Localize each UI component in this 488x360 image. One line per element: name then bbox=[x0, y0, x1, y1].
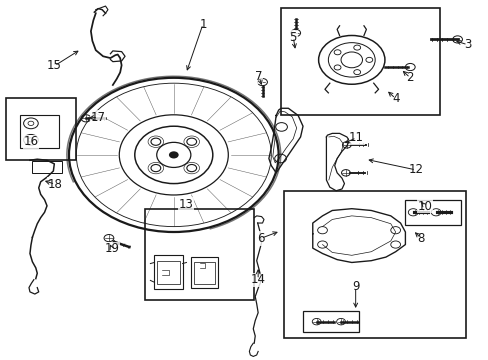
Circle shape bbox=[151, 138, 161, 145]
Circle shape bbox=[186, 138, 196, 145]
Circle shape bbox=[186, 165, 196, 172]
Text: 13: 13 bbox=[178, 198, 193, 211]
Circle shape bbox=[168, 151, 178, 158]
Text: 17: 17 bbox=[91, 111, 105, 124]
Text: 5: 5 bbox=[289, 31, 296, 44]
Bar bbox=[5, 98, 76, 160]
Text: 18: 18 bbox=[48, 178, 62, 191]
Text: 11: 11 bbox=[348, 131, 364, 144]
Bar bbox=[281, 8, 439, 116]
Text: 6: 6 bbox=[256, 232, 264, 245]
Text: 3: 3 bbox=[463, 38, 470, 51]
Bar bbox=[405, 200, 461, 225]
Text: 2: 2 bbox=[406, 71, 413, 84]
Bar bbox=[154, 255, 182, 289]
Text: 14: 14 bbox=[250, 273, 265, 286]
Circle shape bbox=[151, 165, 161, 172]
Text: 7: 7 bbox=[255, 70, 263, 83]
Text: 1: 1 bbox=[199, 18, 206, 31]
Text: 19: 19 bbox=[104, 242, 119, 255]
Text: 16: 16 bbox=[23, 135, 39, 148]
Bar bbox=[283, 191, 466, 338]
Bar bbox=[157, 261, 179, 284]
Bar bbox=[193, 262, 214, 284]
Text: 4: 4 bbox=[391, 92, 399, 105]
Bar bbox=[32, 161, 61, 173]
Bar bbox=[190, 257, 217, 288]
Text: 10: 10 bbox=[417, 200, 431, 213]
Bar bbox=[303, 311, 358, 332]
Text: 8: 8 bbox=[416, 231, 424, 244]
Text: 15: 15 bbox=[47, 59, 61, 72]
Text: 12: 12 bbox=[408, 163, 423, 176]
Bar bbox=[20, 116, 59, 148]
Text: 9: 9 bbox=[351, 280, 359, 293]
Bar bbox=[144, 209, 254, 300]
